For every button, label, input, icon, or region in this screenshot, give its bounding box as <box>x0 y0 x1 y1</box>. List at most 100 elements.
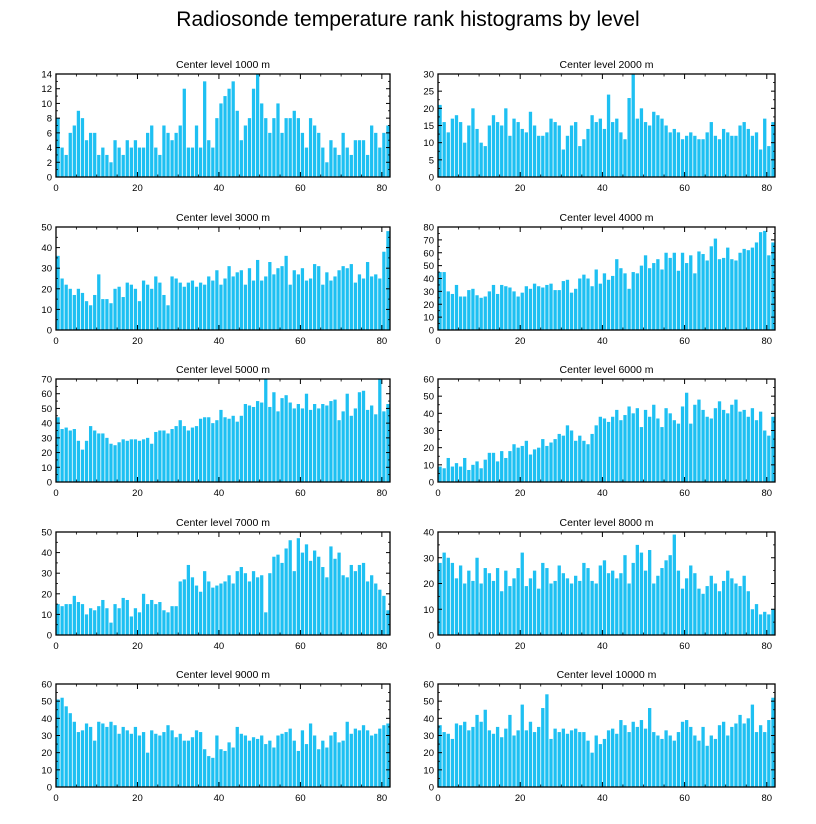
y-tick-label: 50 <box>41 223 52 234</box>
bar <box>705 745 709 787</box>
bar <box>125 440 129 482</box>
bar <box>619 132 623 177</box>
bar <box>300 730 305 787</box>
bar <box>713 408 718 482</box>
y-tick-label: 0 <box>47 783 52 794</box>
bar <box>594 425 598 482</box>
bar <box>194 730 199 787</box>
y-tick-label: 30 <box>423 553 434 564</box>
bar <box>125 282 129 330</box>
bar <box>693 404 697 482</box>
bar <box>520 128 524 177</box>
bar <box>446 457 450 482</box>
bar <box>150 288 154 330</box>
bar <box>146 752 150 787</box>
bar <box>313 404 317 482</box>
bar <box>763 230 767 330</box>
bar <box>211 757 215 787</box>
chart-panel-8: Center level 8000 m 0 10 20 30 40 0 20 40 60 80 <box>423 517 776 652</box>
bar <box>680 588 685 635</box>
bar <box>72 721 76 787</box>
x-tick-label: 80 <box>761 183 772 194</box>
bar <box>721 721 726 787</box>
bar <box>717 725 722 787</box>
bar <box>349 564 353 635</box>
bar <box>361 278 366 330</box>
bar <box>300 408 305 482</box>
chart-title: Center level 8000 m <box>560 517 654 529</box>
bar <box>549 583 553 635</box>
bar <box>726 247 730 330</box>
bar <box>446 291 450 331</box>
bar <box>463 142 467 177</box>
bar <box>479 583 483 635</box>
bar <box>500 737 504 787</box>
bar <box>113 445 117 482</box>
bar <box>504 570 508 636</box>
bar <box>495 122 500 177</box>
y-tick-label: 8 <box>47 114 52 125</box>
chart-panel-3: Center level 3000 m 0 10 20 30 40 50 0 20 40 60 80 <box>41 212 391 347</box>
bar <box>215 270 219 330</box>
bar <box>72 429 76 482</box>
bar <box>578 435 582 482</box>
bar <box>60 606 64 635</box>
bar <box>689 565 693 635</box>
bar <box>713 583 718 635</box>
y-tick-label: 0 <box>47 631 52 642</box>
bar <box>602 560 607 635</box>
bar <box>726 132 730 177</box>
bar <box>386 610 390 635</box>
bar <box>113 288 117 330</box>
bar <box>125 730 129 787</box>
bar <box>594 583 598 635</box>
bar <box>541 439 545 482</box>
bar <box>231 583 235 635</box>
bar <box>84 614 89 635</box>
bar <box>296 404 300 482</box>
bar <box>557 290 561 330</box>
bar <box>643 728 648 787</box>
bar <box>378 278 382 330</box>
bar <box>504 108 508 177</box>
bar <box>255 577 260 635</box>
bar <box>598 118 602 177</box>
bar <box>178 125 182 177</box>
bar <box>198 147 203 177</box>
bar <box>763 430 767 482</box>
bar <box>730 404 734 482</box>
bar <box>129 733 133 787</box>
bar <box>721 580 726 635</box>
y-tick-label: 0 <box>429 478 434 489</box>
bar <box>56 255 60 330</box>
bar <box>321 404 325 482</box>
bar <box>141 147 146 177</box>
bar <box>754 420 759 482</box>
bar <box>491 115 496 177</box>
bar <box>227 88 231 177</box>
bar <box>313 550 317 635</box>
bar <box>504 286 508 330</box>
bar <box>60 278 64 330</box>
bar <box>101 599 105 635</box>
bar <box>590 115 594 177</box>
bar <box>726 413 730 482</box>
bar <box>76 732 81 787</box>
bar <box>219 749 223 787</box>
bar <box>738 586 742 635</box>
bar <box>528 721 533 787</box>
bar <box>374 414 378 482</box>
bar <box>500 284 504 330</box>
bar <box>627 583 631 635</box>
bar <box>656 115 660 177</box>
x-tick-label: 20 <box>132 336 143 347</box>
bar <box>93 294 97 330</box>
chart-title: Center level 6000 m <box>560 364 654 376</box>
bar <box>652 583 656 635</box>
bar <box>260 280 264 330</box>
bar <box>264 612 268 635</box>
bar <box>141 732 146 787</box>
chart-panel-9: Center level 9000 m 0 10 20 30 40 50 60 0 20 40 60 8… <box>41 669 391 804</box>
y-tick-label: 20 <box>41 748 52 759</box>
bar <box>101 723 105 787</box>
